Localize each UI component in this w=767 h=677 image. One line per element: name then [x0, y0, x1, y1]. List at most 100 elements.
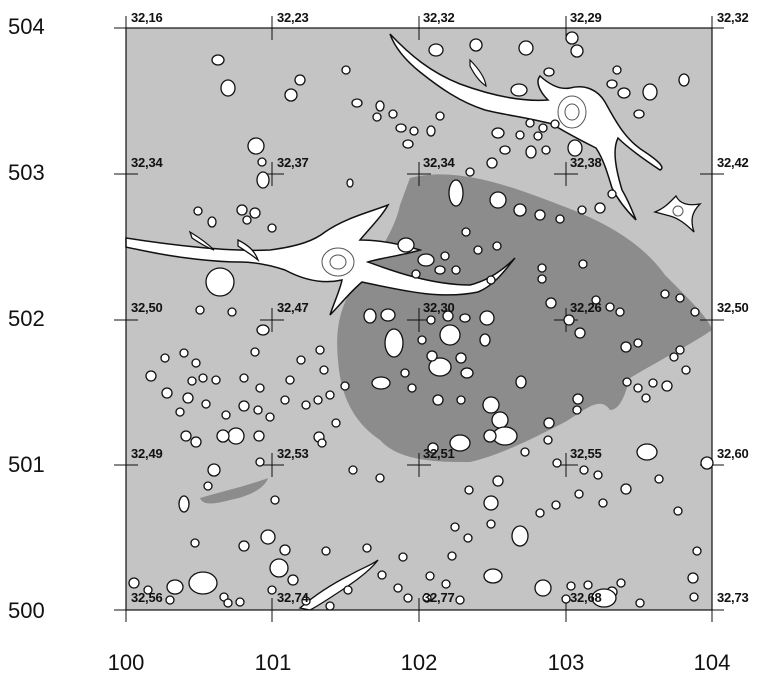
- stone: [253, 430, 265, 442]
- stone: [239, 373, 249, 383]
- stone: [270, 495, 280, 505]
- stone: [205, 267, 235, 297]
- stone: [242, 215, 252, 225]
- stone: [235, 597, 245, 607]
- stone: [605, 302, 615, 312]
- stone: [692, 546, 702, 556]
- elev-r2-c0: 32,50: [131, 300, 163, 315]
- stone: [499, 145, 511, 155]
- stone: [622, 377, 632, 387]
- branch-left-2: [188, 230, 215, 251]
- stone: [428, 43, 444, 57]
- stone: [384, 328, 404, 358]
- stone: [221, 410, 231, 420]
- stone: [648, 378, 658, 388]
- stone: [566, 581, 576, 591]
- stone: [616, 578, 626, 588]
- stone: [425, 571, 435, 581]
- elev-r1-c4: 32,42: [717, 155, 749, 170]
- stone: [617, 87, 631, 99]
- stone: [483, 568, 503, 584]
- stone: [561, 594, 571, 604]
- stone: [351, 98, 363, 108]
- stone: [190, 538, 200, 548]
- elev-r2-c3: 32,26: [570, 300, 602, 315]
- stone: [427, 442, 439, 454]
- stone: [280, 395, 290, 405]
- stone: [537, 263, 547, 273]
- elev-r4-c2: 32,77: [423, 590, 455, 605]
- stone: [486, 275, 496, 285]
- stone: [211, 54, 225, 66]
- stone: [491, 411, 509, 429]
- elev-r1-c0: 32,34: [131, 155, 163, 170]
- branch-left-3: [237, 238, 260, 263]
- elev-r0-c3: 32,29: [570, 10, 602, 25]
- stone: [591, 295, 601, 305]
- branch-top-2: [469, 58, 487, 88]
- stone: [574, 489, 584, 499]
- stone: [515, 375, 527, 389]
- stone: [166, 579, 184, 595]
- stone: [294, 74, 306, 86]
- stone: [256, 171, 270, 189]
- stone: [375, 473, 385, 483]
- knot-top-inner: [564, 103, 580, 121]
- stone: [393, 583, 403, 593]
- stone: [660, 289, 670, 299]
- stone: [534, 209, 546, 221]
- stone: [447, 551, 457, 561]
- x-label-100: 100: [107, 650, 145, 675]
- stone: [315, 345, 325, 355]
- stone: [287, 574, 299, 586]
- stone: [395, 123, 407, 133]
- stone: [407, 383, 417, 393]
- stone: [552, 458, 562, 468]
- stone: [191, 358, 201, 368]
- stone: [538, 123, 548, 133]
- stone: [687, 572, 699, 584]
- stone: [411, 269, 421, 279]
- elev-r3-c4: 32,60: [717, 446, 749, 461]
- stone: [363, 308, 377, 324]
- stone: [402, 139, 414, 149]
- stone: [465, 167, 475, 177]
- stone: [409, 126, 419, 136]
- y-label-502: 502: [8, 306, 45, 331]
- stone: [325, 601, 335, 611]
- stone: [492, 241, 502, 251]
- stone: [612, 65, 622, 75]
- stone: [325, 390, 335, 400]
- stone: [346, 178, 354, 188]
- x-label-101: 101: [254, 650, 292, 675]
- y-label-501: 501: [8, 452, 45, 477]
- stone: [371, 376, 391, 390]
- stone: [620, 341, 632, 353]
- stone: [265, 412, 275, 422]
- elev-r3-c1: 32,53: [277, 446, 309, 461]
- stone: [227, 427, 245, 445]
- stone: [193, 206, 203, 216]
- stone: [198, 373, 208, 383]
- stone: [250, 347, 260, 357]
- stone: [257, 157, 267, 167]
- y-label-504: 504: [8, 14, 45, 39]
- stone: [633, 383, 643, 393]
- stone: [267, 585, 277, 595]
- stone: [449, 434, 471, 452]
- stone: [689, 592, 699, 602]
- stone: [486, 157, 498, 169]
- stone: [301, 400, 311, 410]
- stone: [348, 465, 358, 475]
- elev-r0-c0: 32,16: [131, 10, 163, 25]
- stone: [579, 465, 589, 475]
- stone: [128, 577, 140, 589]
- stone: [520, 447, 530, 457]
- stone: [285, 375, 295, 385]
- stone: [661, 380, 673, 392]
- stone: [479, 333, 491, 347]
- stone: [563, 314, 575, 326]
- stone: [636, 443, 658, 461]
- branch-bottom: [298, 559, 379, 611]
